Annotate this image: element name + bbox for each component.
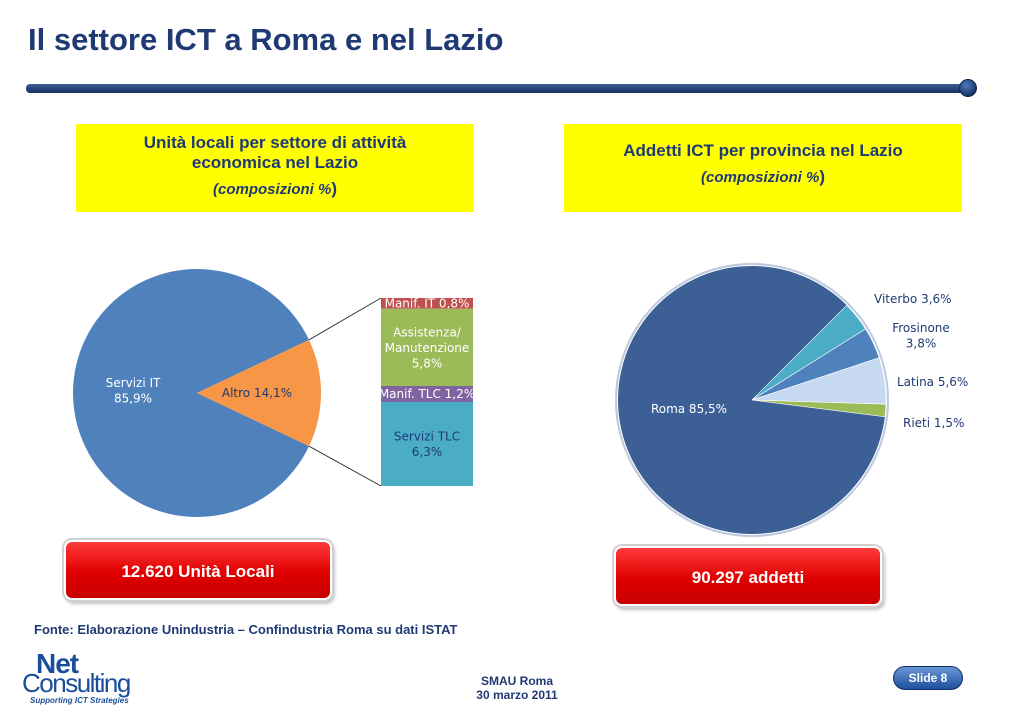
slide-number-badge[interactable]: Slide 8 xyxy=(893,666,963,690)
bar-label-assistenza-manutenzione: Assistenza/Manutenzione 5,8% xyxy=(385,325,470,370)
connector-line-bottom xyxy=(308,445,382,487)
pie-label-rieti: Rieti 1,5% xyxy=(903,416,964,430)
event-date: 30 marzo 2011 xyxy=(476,688,558,702)
bar-segment-servizi-tlc xyxy=(381,402,473,486)
netconsulting-logo: Net Consulting Supporting ICT Strategies xyxy=(22,648,131,705)
pie-label-latina: Latina 5,6% xyxy=(897,375,968,389)
pie-slice-altro xyxy=(197,339,321,447)
footer-event: SMAU Roma 30 marzo 2011 xyxy=(452,674,582,702)
pie-slice-rieti xyxy=(751,399,887,418)
pie-slice-servizi-it xyxy=(73,268,310,517)
title-divider xyxy=(26,79,977,97)
pie-label-servizi-it: Servizi IT 85,9% xyxy=(106,376,161,406)
right-header-line1: Addetti ICT per provincia nel Lazio xyxy=(623,141,903,160)
event-name: SMAU Roma xyxy=(480,674,553,688)
connector-line-top xyxy=(308,297,382,341)
pie-label-frosinone: Frosinone 3,8% xyxy=(892,321,950,351)
pie-label-altro: Altro 14,1% xyxy=(222,386,292,400)
pie-slice-roma xyxy=(618,266,885,534)
left-header-line1: Unità locali per settore di attività xyxy=(143,133,407,152)
bar-segment-manif-tlc xyxy=(381,386,473,402)
source-note: Fonte: Elaborazione Unindustria – Confin… xyxy=(34,622,458,637)
left-header-subtitle: (composizioni %) xyxy=(212,179,337,198)
bar-segment-assistenza-manutenzione xyxy=(381,308,473,386)
right-total-badge: 90.297 addetti xyxy=(614,546,882,606)
bar-label-servizi-tlc: Servizi TLC 6,3% xyxy=(394,430,460,460)
left-header-line2: economica nel Lazio xyxy=(191,153,359,172)
bar-segment-manif-it xyxy=(381,298,473,309)
left-chart-header: Unità locali per settore di attività eco… xyxy=(76,124,474,212)
bar-label-manif-it: Manif. IT 0,8% xyxy=(385,296,470,310)
pie-label-roma: Roma 85,5% xyxy=(651,402,727,416)
page-title: Il settore ICT a Roma e nel Lazio xyxy=(28,22,504,57)
bar-label-manif-tlc: Manif. TLC 1,2% xyxy=(379,387,475,401)
right-chart-header: Addetti ICT per provincia nel Lazio (com… xyxy=(564,124,962,212)
pie-label-viterbo: Viterbo 3,6% xyxy=(874,292,952,306)
right-header-subtitle: (composizioni %) xyxy=(700,167,825,186)
left-total-badge: 12.620 Unità Locali xyxy=(64,540,332,600)
